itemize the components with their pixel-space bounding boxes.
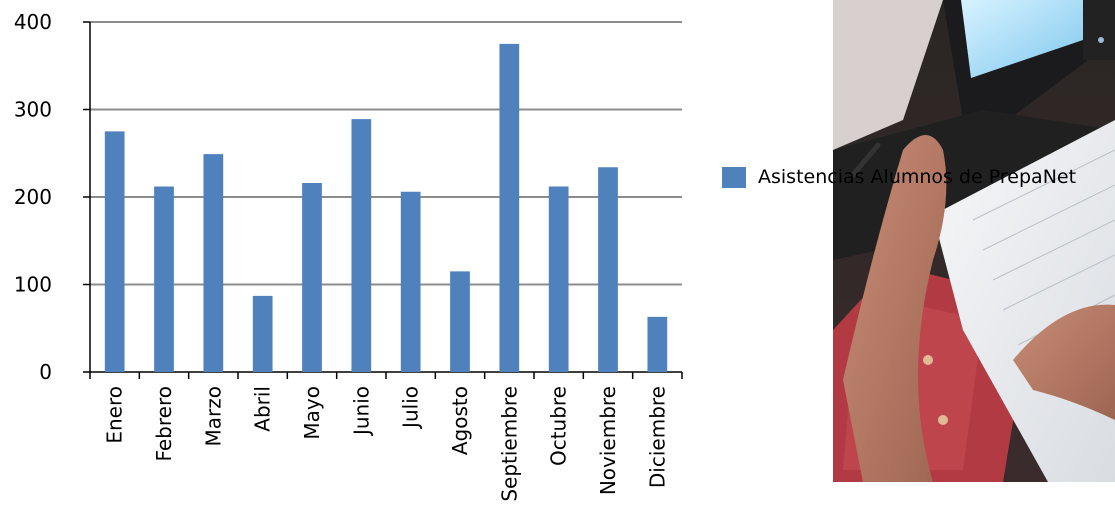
x-tick-label: Julio bbox=[399, 386, 423, 430]
x-tick-label: Mayo bbox=[300, 386, 324, 440]
bar-febrero bbox=[154, 186, 174, 372]
bar-marzo bbox=[203, 154, 224, 372]
x-tick-label: Febrero bbox=[152, 386, 176, 462]
y-tick-label: 0 bbox=[39, 360, 52, 384]
bar-diciembre bbox=[647, 316, 668, 372]
bar-mayo bbox=[302, 183, 322, 372]
x-tick-label: Diciembre bbox=[645, 386, 669, 488]
x-tick-label: Marzo bbox=[201, 386, 225, 446]
bar-septiembre bbox=[499, 43, 520, 372]
y-tick-label: 100 bbox=[14, 273, 52, 297]
x-tick-label: Septiembre bbox=[497, 386, 521, 502]
bar-noviembre bbox=[598, 167, 618, 372]
chart-legend: Asistencias Alumnos de PrepaNet bbox=[722, 164, 1076, 190]
bar-chart: 0 100 200 300 400 Enero Febrero Marzo Abril Mayo J… bbox=[14, 10, 683, 502]
student-photo-image bbox=[833, 0, 1115, 482]
y-tick-label: 200 bbox=[14, 185, 52, 209]
bar-abril bbox=[252, 295, 273, 372]
bar-octubre bbox=[548, 186, 569, 372]
legend-swatch bbox=[722, 166, 746, 188]
y-tick-label: 300 bbox=[14, 98, 52, 122]
bar-agosto bbox=[450, 271, 470, 372]
bar-enero bbox=[104, 131, 125, 372]
x-tick-label: Junio bbox=[349, 386, 373, 437]
x-tick-label: Noviembre bbox=[596, 386, 620, 495]
x-tick-label: Agosto bbox=[448, 386, 472, 455]
bar-junio bbox=[351, 119, 372, 372]
legend-label: Asistencias Alumnos de PrepaNet bbox=[758, 166, 1077, 188]
x-tick-label: Abril bbox=[251, 386, 275, 432]
y-tick-label: 400 bbox=[14, 10, 52, 34]
x-tick-label: Octubre bbox=[547, 386, 571, 466]
bar-julio bbox=[400, 191, 421, 372]
x-tick-label: Enero bbox=[103, 386, 127, 444]
